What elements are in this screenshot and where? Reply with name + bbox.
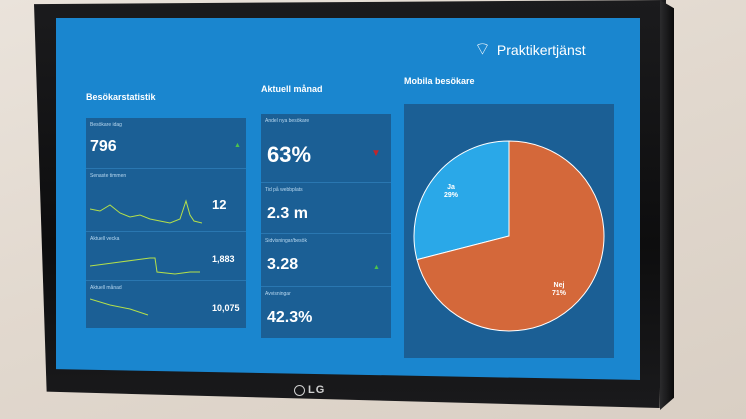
stat-card: Aktuell vecka 1,883: [86, 232, 246, 281]
stat-label: Senaste timmen: [90, 173, 127, 179]
brand-name: Praktikertjänst: [496, 41, 586, 58]
pie-slice-nej: [416, 140, 605, 332]
trend-up-icon: ▲: [234, 142, 241, 149]
pie-slice-ja: [413, 140, 510, 261]
metric-value: 63%: [267, 142, 312, 167]
metric-card: Tid på webbplats 2.3 m: [261, 183, 391, 234]
stat-label: Aktuell månad: [90, 285, 122, 291]
stat-value: 10,075: [212, 303, 240, 313]
metric-value: 2.3 m: [267, 205, 308, 222]
metric-value: 42.3%: [267, 309, 313, 326]
current-month-panel: Andel nya besökare 63% ▼ Tid på webbplat…: [261, 114, 391, 338]
metric-card: Avvisningar 42.3%: [261, 287, 391, 338]
section-title-visitor-stats: Besökarstatistik: [86, 92, 156, 102]
tv-bezel-side: [660, 0, 674, 410]
pie-label-ja-name: Ja: [447, 184, 455, 191]
metric-value: 3.28: [267, 256, 299, 273]
stat-card: Senaste timmen 12: [86, 169, 246, 232]
pie-chart: [413, 140, 605, 332]
section-title-current-month: Aktuell månad: [261, 84, 323, 94]
trend-down-icon: ▼: [371, 148, 381, 159]
dashboard-screen: ⌔ Praktikertjänst Besökarstatistik Aktue…: [56, 18, 640, 380]
pie-label-ja-value: 29%: [443, 192, 458, 199]
sparkline: [90, 199, 202, 224]
stat-value: 1,883: [212, 254, 235, 264]
tv-brand-logo: LG: [294, 384, 325, 396]
sparkline: [90, 298, 149, 316]
pie-label-nej-name: Nej: [553, 282, 565, 289]
tv-brand-text: LG: [308, 384, 326, 396]
section-title-mobile-visitors: Mobila besökare: [404, 76, 475, 86]
pie-label-nej-value: 71%: [551, 290, 566, 297]
pie-label-ja: Ja 29%: [436, 184, 466, 200]
metric-label: Avvisningar: [265, 291, 291, 297]
lg-logo-icon: [294, 384, 305, 396]
metric-label: Tid på webbplats: [265, 187, 303, 193]
trend-up-icon: ▲: [373, 264, 380, 271]
metric-label: Sidvisningar/besök: [265, 238, 307, 244]
stat-label: Besökare idag: [90, 122, 122, 128]
brand-logo-icon: ⌔: [474, 39, 491, 59]
stat-card: Aktuell månad 10,075: [86, 281, 246, 328]
brand: ⌔ Praktikertjänst: [474, 38, 586, 61]
sparkline: [90, 257, 200, 275]
stat-card: Besökare idag 796 ▲: [86, 118, 246, 169]
visitor-stats-panel: Besökare idag 796 ▲ Senaste timmen 12 Ak…: [86, 118, 246, 328]
mobile-visitors-panel: Ja 29% Nej 71%: [404, 104, 614, 358]
metric-card: Sidvisningar/besök 3.28 ▲: [261, 234, 391, 287]
metric-card: Andel nya besökare 63% ▼: [261, 114, 391, 183]
metric-label: Andel nya besökare: [265, 118, 310, 124]
pie-label-nej: Nej 71%: [544, 282, 574, 298]
stat-label: Aktuell vecka: [90, 236, 120, 242]
stat-value: 12: [212, 197, 227, 212]
stat-value: 796: [90, 138, 117, 155]
